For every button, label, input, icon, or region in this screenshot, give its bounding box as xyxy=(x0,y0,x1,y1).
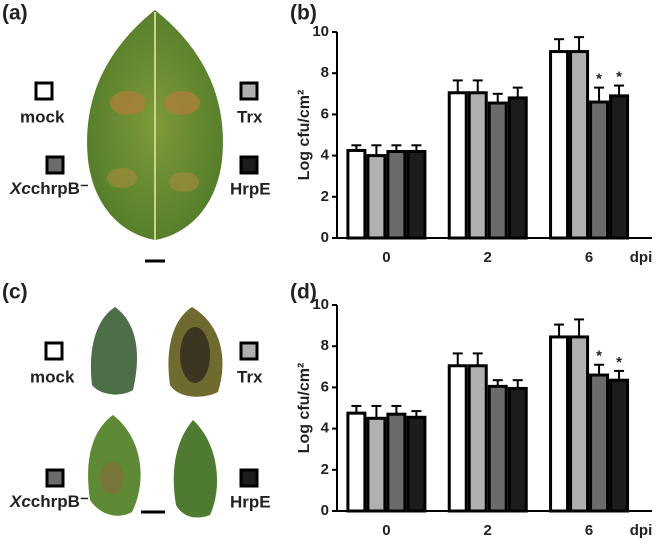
bar xyxy=(406,415,427,513)
y-tick-label: 10 xyxy=(312,23,329,40)
bar xyxy=(487,101,508,240)
leaf-photos xyxy=(88,307,223,518)
legend-label: Trx xyxy=(237,107,263,126)
x-tick-label: 0 xyxy=(382,522,390,539)
y-tick-label: 2 xyxy=(321,461,329,478)
y-tick-label: 8 xyxy=(321,337,329,354)
bar xyxy=(447,364,468,513)
x-axis-label: dpi xyxy=(630,522,653,539)
significance-marker: * xyxy=(616,354,622,371)
bar xyxy=(549,50,570,240)
bar xyxy=(386,412,407,513)
legend-swatches xyxy=(34,81,259,488)
y-tick-label: 0 xyxy=(321,502,329,519)
x-tick-label: 6 xyxy=(585,249,593,266)
legend-label: HrpE xyxy=(230,179,271,198)
bar xyxy=(507,386,528,513)
bar xyxy=(609,94,630,240)
y-tick-label: 8 xyxy=(321,64,329,81)
x-tick-label: 2 xyxy=(484,249,492,266)
bar xyxy=(609,378,630,513)
bar xyxy=(487,384,508,513)
y-tick-label: 0 xyxy=(321,229,329,246)
legend-label: Trx xyxy=(237,367,263,386)
legend-label: HrpE xyxy=(230,492,271,511)
x-axis-label: dpi xyxy=(630,249,653,266)
leaf-photo xyxy=(87,10,223,263)
y-tick-label: 4 xyxy=(321,147,330,164)
bar xyxy=(346,411,367,513)
panel-label: (a) xyxy=(2,2,28,25)
legend-label: XcchrpB⁻ xyxy=(9,179,89,198)
panel-label: (d) xyxy=(290,281,317,304)
significance-marker: * xyxy=(596,71,602,88)
bar xyxy=(507,96,528,240)
bar xyxy=(366,154,387,240)
legend-label: mock xyxy=(30,367,75,386)
bar xyxy=(386,149,407,240)
bar xyxy=(467,364,488,513)
legend-label: mock xyxy=(20,107,65,126)
x-tick-label: 6 xyxy=(585,522,593,539)
y-tick-label: 10 xyxy=(312,296,329,313)
bar xyxy=(406,149,427,240)
bar xyxy=(569,335,590,513)
panel-label: (b) xyxy=(290,2,317,25)
significance-marker: * xyxy=(596,348,602,365)
y-tick-label: 2 xyxy=(321,188,329,205)
bar xyxy=(589,100,610,240)
legend-label: XcchrpB⁻ xyxy=(9,492,89,511)
bar xyxy=(366,416,387,513)
y-axis-label: Log cfu/cm² xyxy=(296,90,313,181)
bar xyxy=(569,50,590,240)
bar xyxy=(346,148,367,240)
y-axis-label: Log cfu/cm² xyxy=(296,363,313,454)
y-tick-label: 4 xyxy=(321,420,330,437)
significance-marker: * xyxy=(616,69,622,86)
bar xyxy=(467,91,488,240)
x-tick-label: 0 xyxy=(382,249,390,266)
x-tick-label: 2 xyxy=(484,522,492,539)
panel-label: (c) xyxy=(2,281,28,304)
y-tick-label: 6 xyxy=(321,378,329,395)
bar xyxy=(589,373,610,513)
bar xyxy=(447,91,468,240)
bar xyxy=(549,335,570,513)
y-tick-label: 6 xyxy=(321,105,329,122)
